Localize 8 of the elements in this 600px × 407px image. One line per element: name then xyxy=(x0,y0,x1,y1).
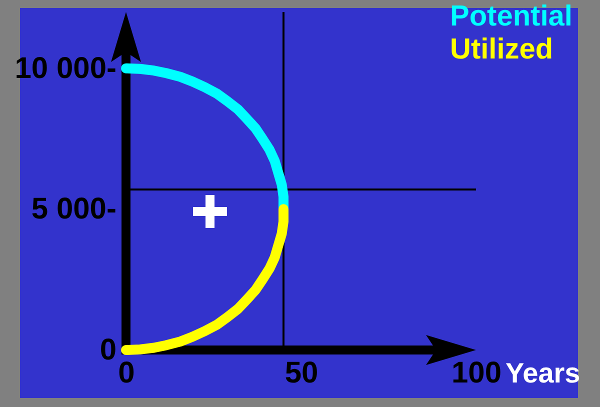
y-tick-label: 5 000- xyxy=(31,192,116,226)
text: Potential xyxy=(450,0,572,32)
y-tick-label: 0 xyxy=(100,334,116,366)
x-tick-label: 50 xyxy=(284,356,318,390)
x-axis-title: Years xyxy=(506,358,580,388)
text: Utilized xyxy=(450,34,554,66)
y-tick-label: 10 000- xyxy=(14,52,116,85)
x-tick-label: 100 xyxy=(451,356,502,390)
